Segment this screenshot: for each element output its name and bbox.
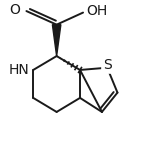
Text: S: S [103,58,112,72]
Text: HN: HN [9,63,29,77]
Polygon shape [52,25,61,56]
Text: OH: OH [86,4,107,18]
Text: O: O [9,3,20,17]
